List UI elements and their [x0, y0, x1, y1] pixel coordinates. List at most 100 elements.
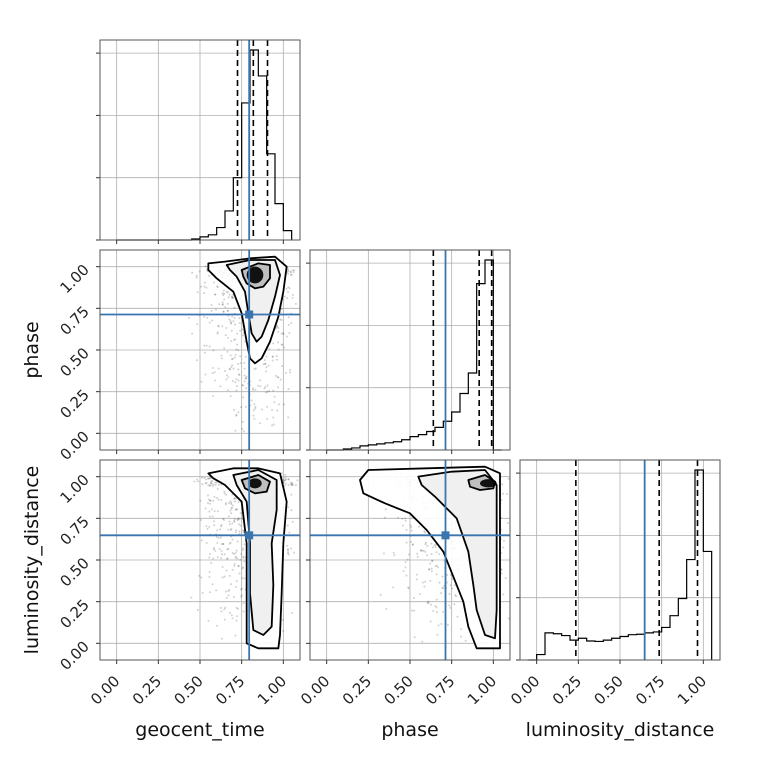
sample-point	[271, 424, 274, 427]
sample-point	[214, 549, 217, 552]
sample-point	[230, 501, 233, 504]
sample-point	[223, 553, 226, 556]
sample-point	[191, 332, 194, 335]
sample-point	[212, 520, 215, 523]
sample-point	[506, 492, 509, 495]
sample-point	[206, 494, 209, 497]
sample-point	[283, 479, 286, 482]
histogram-step	[528, 469, 713, 661]
sample-point	[280, 319, 283, 322]
sample-point	[211, 583, 214, 586]
sample-point	[289, 481, 292, 484]
sample-point	[220, 557, 223, 560]
sample-point	[233, 520, 236, 523]
sample-point	[288, 287, 291, 290]
sample-point	[203, 315, 206, 318]
sample-point	[446, 623, 449, 626]
sample-point	[225, 596, 228, 599]
sample-point	[284, 371, 287, 374]
sample-point	[224, 334, 227, 337]
sample-point	[235, 529, 238, 532]
sample-point	[217, 324, 220, 327]
sample-point	[238, 322, 241, 325]
sample-point	[241, 334, 244, 337]
sample-point	[265, 366, 268, 369]
sample-point	[222, 289, 225, 292]
sample-point	[273, 395, 276, 398]
sample-point	[226, 374, 229, 377]
sample-point	[227, 528, 230, 531]
sample-point	[200, 539, 203, 542]
sample-point	[242, 531, 245, 534]
sample-point	[227, 547, 230, 550]
sample-point	[229, 354, 232, 357]
sample-point	[502, 546, 505, 549]
sample-point	[286, 548, 289, 551]
sample-point	[235, 413, 238, 416]
sample-point	[228, 318, 231, 321]
sample-point	[236, 557, 239, 560]
sample-point	[220, 549, 223, 552]
sample-point	[416, 552, 419, 555]
sample-point	[230, 512, 233, 515]
sample-point	[223, 292, 226, 295]
sample-point	[438, 581, 441, 584]
sample-point	[432, 609, 435, 612]
sample-point	[220, 542, 223, 545]
sample-point	[244, 355, 247, 358]
sample-point	[208, 345, 211, 348]
sample-point	[228, 574, 231, 577]
sample-point	[208, 502, 211, 505]
sample-point	[288, 531, 291, 534]
sample-point	[205, 525, 208, 528]
sample-point	[406, 558, 409, 561]
sample-point	[212, 548, 215, 551]
x-tick-label: 0.75	[632, 672, 668, 708]
sample-point	[294, 484, 297, 487]
y-tick-label: 0.25	[56, 596, 92, 632]
panel-2d-phase-luminosity_distance: 0.00 0.25 0.50 0.75 1.00	[297, 459, 511, 708]
sample-point	[287, 551, 290, 554]
sample-point	[273, 401, 276, 404]
sample-point	[464, 639, 467, 642]
y-tick-label: 0.00	[56, 427, 92, 463]
sample-point	[237, 564, 240, 567]
sample-point	[203, 344, 206, 347]
sample-point	[289, 547, 292, 550]
sample-point	[232, 595, 235, 598]
x-tick-label: 0.00	[87, 672, 123, 708]
sample-point	[242, 430, 245, 433]
sample-point	[219, 528, 222, 531]
sample-point	[434, 546, 437, 549]
sample-point	[290, 322, 293, 325]
sample-point	[280, 332, 283, 335]
y-tick-label: 0.75	[56, 512, 92, 548]
sample-point	[445, 581, 448, 584]
sample-point	[415, 578, 418, 581]
sample-point	[234, 531, 237, 534]
sample-point	[230, 329, 233, 332]
sample-point	[242, 529, 245, 532]
sample-point	[240, 588, 243, 591]
sample-point	[210, 482, 213, 485]
ylabel-phase: phase	[21, 321, 43, 378]
sample-point	[198, 574, 201, 577]
sample-point	[504, 577, 507, 580]
sample-point	[224, 306, 227, 309]
sample-point	[507, 617, 510, 620]
sample-point	[233, 552, 236, 555]
sample-point	[211, 515, 214, 518]
sample-point	[262, 363, 265, 366]
sample-point	[500, 568, 503, 571]
sample-point	[286, 290, 289, 293]
sample-point	[233, 564, 236, 567]
sample-point	[242, 556, 245, 559]
sample-point	[209, 499, 212, 502]
sample-point	[285, 478, 288, 481]
sample-point	[212, 557, 215, 560]
sample-point	[242, 384, 245, 387]
sample-point	[431, 559, 434, 562]
sample-point	[287, 478, 290, 481]
sample-point	[287, 286, 290, 289]
sample-point	[226, 291, 229, 294]
